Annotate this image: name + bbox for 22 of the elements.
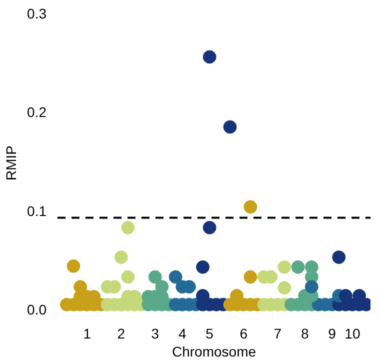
x-tick-label: 6 [240,326,248,342]
point [114,250,128,264]
x-tick-label: 4 [178,326,186,342]
point [332,250,346,264]
y-tick-label: 0.2 [27,104,47,120]
x-tick-label: 7 [274,326,282,342]
point [278,281,292,295]
y-axis-title: RMIP [3,146,20,180]
x-tick-label: 3 [151,326,160,342]
x-tick-label: 1 [83,326,92,342]
x-axis-title: Chromosome [172,344,256,360]
x-tick-label: 2 [117,326,126,342]
y-tick-label: 0.3 [27,6,47,22]
x-tick-label: 5 [206,326,214,342]
y-tick-label: 0.1 [27,202,47,219]
x-tick-label: 9 [328,326,336,342]
x-tick-label: 8 [300,326,309,342]
point [196,260,210,274]
point [202,50,216,64]
x-tick-label: 10 [344,326,360,342]
point [304,280,318,294]
y-tick-label: 0.0 [27,302,47,318]
